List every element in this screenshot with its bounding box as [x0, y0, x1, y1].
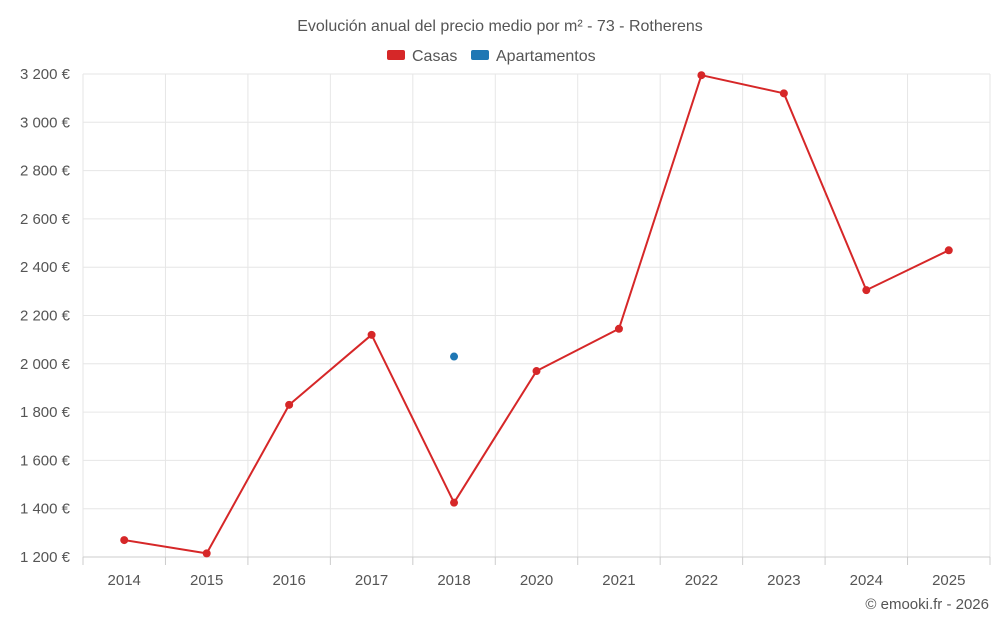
y-tick-label: 1 800 €	[20, 404, 71, 421]
series-casas	[120, 71, 953, 558]
legend-item-apartamentos[interactable]: Apartamentos	[471, 48, 596, 65]
x-tick-label: 2024	[850, 572, 883, 589]
x-tick-label: 2021	[602, 572, 635, 589]
x-tick-label: 2015	[190, 572, 223, 589]
data-point-casas[interactable]	[532, 367, 541, 376]
data-point-casas[interactable]	[367, 330, 376, 339]
y-tick-label: 2 400 €	[20, 259, 71, 276]
y-tick-label: 1 200 €	[20, 549, 71, 566]
x-tick-label: 2014	[108, 572, 141, 589]
y-tick-label: 3 200 €	[20, 66, 71, 83]
legend-swatch-apartamentos	[471, 50, 489, 60]
x-tick-label: 2018	[437, 572, 470, 589]
y-tick-label: 2 000 €	[20, 356, 71, 373]
x-tick-label: 2020	[520, 572, 553, 589]
x-tick-label: 2017	[355, 572, 388, 589]
x-tick-label: 2016	[272, 572, 305, 589]
data-point-casas[interactable]	[285, 400, 294, 409]
data-point-apartamentos[interactable]	[450, 352, 459, 361]
legend-label-apartamentos: Apartamentos	[496, 48, 596, 65]
x-axis: 2014 2015 2016 2017 2018 2020 2021 2022 2023 2024…	[82, 556, 991, 589]
data-point-casas[interactable]	[450, 498, 459, 507]
y-axis: 1 200 € 1 400 € 1 600 € 1 800 € 2 000 € 2 200…	[20, 66, 71, 566]
credit-text: © emooki.fr - 2026	[865, 596, 989, 613]
y-tick-label: 2 800 €	[20, 163, 71, 180]
data-point-casas[interactable]	[779, 89, 788, 98]
data-point-casas[interactable]	[697, 71, 706, 80]
y-tick-label: 1 400 €	[20, 501, 71, 518]
legend: Casas Apartamentos	[387, 48, 596, 65]
data-point-casas[interactable]	[862, 286, 871, 295]
x-tick-label: 2023	[767, 572, 800, 589]
y-tick-label: 2 600 €	[20, 211, 71, 228]
y-tick-label: 3 000 €	[20, 114, 71, 131]
data-point-casas[interactable]	[614, 324, 623, 333]
series	[120, 71, 953, 558]
data-point-casas[interactable]	[120, 536, 129, 545]
y-tick-label: 2 200 €	[20, 308, 71, 325]
legend-item-casas[interactable]: Casas	[387, 48, 457, 65]
y-tick-label: 1 600 €	[20, 452, 71, 469]
chart-title: Evolución anual del precio medio por m² …	[297, 18, 703, 35]
series-apartamentos	[450, 352, 459, 361]
x-tick-label: 2022	[685, 572, 718, 589]
data-point-casas[interactable]	[202, 549, 211, 558]
data-point-casas[interactable]	[944, 246, 953, 255]
gridlines	[82, 73, 991, 558]
x-tick-label: 2025	[932, 572, 965, 589]
legend-swatch-casas	[387, 50, 405, 60]
legend-label-casas: Casas	[412, 48, 457, 65]
